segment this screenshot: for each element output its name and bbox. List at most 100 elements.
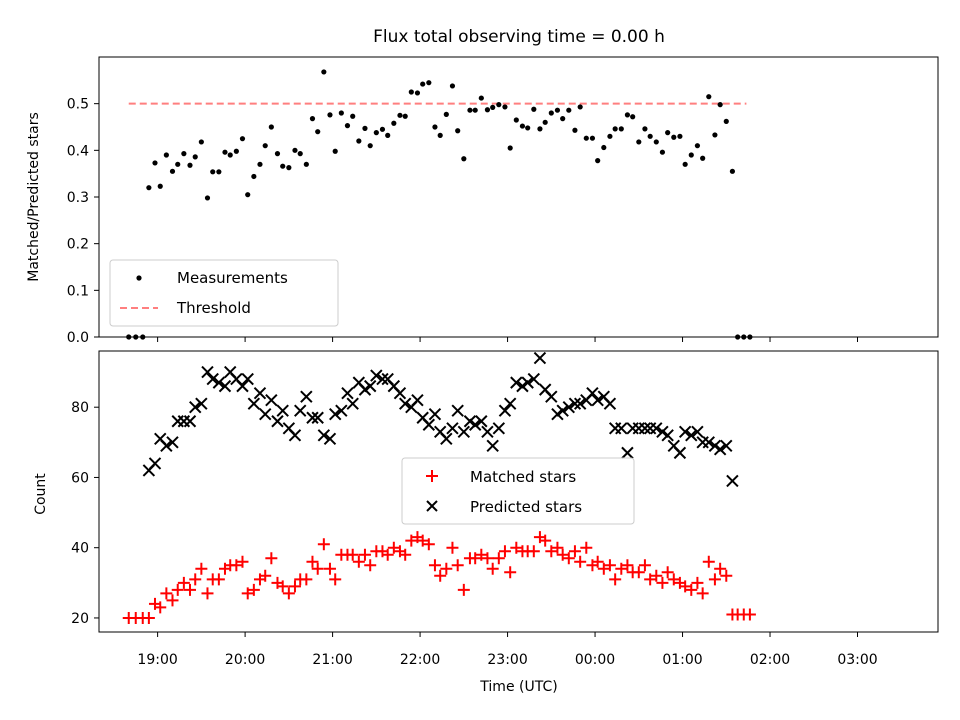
predicted-point (586, 386, 599, 400)
measurement-point (432, 124, 438, 130)
measurement-point (642, 126, 648, 132)
predicted-point (253, 386, 267, 400)
measurement-point (420, 81, 426, 87)
measurement-point (595, 158, 601, 164)
measurement-point (362, 125, 368, 131)
measurement-point (612, 126, 618, 132)
predicted-point (661, 429, 674, 442)
measurement-point (507, 145, 513, 151)
predicted-point (358, 383, 372, 396)
legend-predicted-label: Predicted stars (470, 498, 582, 516)
predicted-point (608, 422, 622, 435)
measurement-point (233, 148, 239, 154)
predicted-point (638, 422, 652, 435)
matched-point (551, 541, 564, 554)
matched-point (545, 545, 558, 558)
matched-point (434, 569, 447, 582)
measurement-point (315, 129, 321, 135)
measurement-point (712, 132, 718, 138)
measurement-point (280, 163, 286, 169)
x-tick-label: 20:00 (225, 652, 265, 668)
measurement-point (502, 104, 508, 110)
matched-point (399, 548, 412, 561)
matched-point (609, 573, 622, 586)
measurement-point (490, 104, 496, 110)
matched-point (241, 587, 254, 600)
measurement-point (472, 107, 478, 113)
measurement-point (729, 168, 736, 174)
predicted-point (201, 365, 214, 379)
measurement-point (636, 139, 642, 145)
predicted-point (481, 425, 494, 438)
matched-point (562, 552, 575, 565)
matched-point (568, 545, 581, 558)
predicted-point (713, 443, 727, 456)
measurement-point (385, 132, 391, 138)
matched-point (457, 583, 470, 596)
predicted-point (626, 422, 639, 435)
measurement-point (677, 133, 683, 139)
measurement-point (175, 161, 181, 167)
x-tick-label: 21:00 (312, 652, 352, 668)
predicted-point (189, 400, 202, 414)
matched-point (714, 562, 727, 575)
matched-point (743, 608, 756, 621)
matched-point (288, 580, 301, 593)
measurement-point (537, 126, 543, 132)
matched-point (201, 587, 214, 600)
measurement-point (297, 151, 303, 157)
measurement-point (391, 120, 397, 126)
matched-point (481, 552, 494, 565)
measurement-point (706, 94, 712, 100)
matched-point (230, 559, 243, 572)
matched-point (615, 562, 628, 575)
measurement-point (653, 139, 659, 145)
measurement-point (198, 139, 204, 145)
measurement-point (659, 149, 666, 155)
predicted-point (398, 397, 412, 410)
measurement-point (187, 162, 193, 168)
measurement-point (560, 116, 566, 122)
measurement-point (181, 151, 187, 157)
matched-point (306, 555, 319, 568)
matched-point (504, 566, 517, 579)
measurement-point (332, 148, 338, 154)
matched-point (428, 559, 441, 572)
predicted-point (212, 376, 226, 389)
measurement-point (671, 134, 677, 140)
x-tick-label: 03:00 (837, 652, 877, 668)
measurement-point (601, 144, 607, 151)
measurement-point (577, 104, 583, 110)
measurement-point (169, 168, 176, 174)
legend-predicted-marker (426, 500, 438, 512)
x-tick-label: 00:00 (575, 652, 615, 668)
predicted-point (171, 415, 184, 428)
predicted-point (510, 376, 523, 389)
predicted-point (591, 393, 604, 407)
measurement-point (303, 161, 309, 167)
predicted-point (446, 422, 459, 435)
bottom-y-axis-label: Count (33, 473, 49, 515)
matched-point (679, 580, 692, 593)
measurement-point (268, 124, 274, 130)
predicted-point (393, 386, 407, 400)
predicted-point (329, 408, 342, 421)
predicted-point (306, 411, 319, 424)
measurement-point (461, 156, 467, 162)
measurement-point (257, 161, 263, 167)
top-legend: Measurements Threshold (109, 259, 339, 327)
matched-point (650, 569, 663, 582)
measurement-point (222, 149, 228, 155)
x-tick-label: 02:00 (750, 652, 790, 668)
matched-point (236, 555, 249, 568)
predicted-point (603, 397, 617, 410)
measurement-point (624, 112, 631, 118)
predicted-point (218, 379, 232, 393)
predicted-point (656, 425, 669, 438)
matched-point (364, 559, 377, 572)
predicted-point (183, 415, 197, 428)
measurement-point (262, 143, 268, 149)
measurement-point (350, 113, 356, 119)
matched-point (195, 562, 208, 575)
